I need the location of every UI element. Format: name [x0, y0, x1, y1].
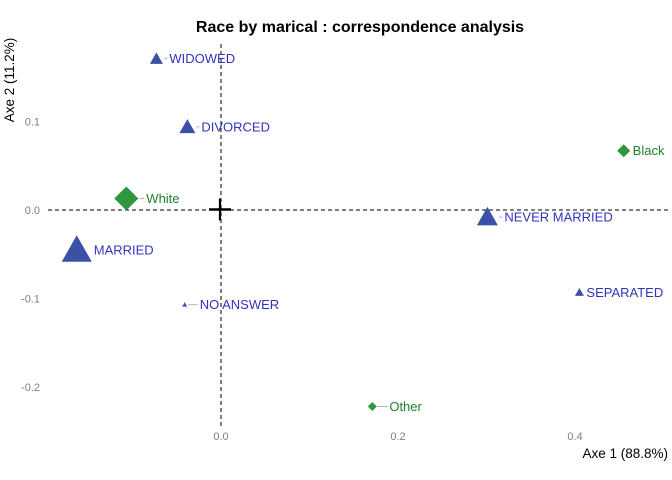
point-white: White — [114, 186, 180, 211]
x-axis-label: Axe 1 (88.8%) — [582, 446, 668, 461]
y-tick-label: 0.0 — [25, 205, 40, 217]
diamond-marker — [367, 401, 377, 411]
point-label-widowed: WIDOWED — [169, 51, 235, 66]
point-label-never-married: NEVER MARRIED — [504, 210, 612, 225]
origin-cross-marker — [209, 198, 231, 221]
point-widowed: WIDOWED — [149, 51, 235, 66]
point-label-married: MARRIED — [94, 242, 154, 257]
triangle-marker — [61, 235, 92, 262]
chart-title: Race by marical : correspondence analysi… — [196, 19, 524, 36]
point-black: Black — [617, 143, 665, 158]
point-label-white: White — [146, 191, 179, 206]
point-label-black: Black — [633, 143, 665, 158]
x-tick-label: 0.2 — [390, 431, 405, 443]
point-label-divorced: DIVORCED — [201, 119, 270, 134]
y-tick-label: -0.1 — [21, 294, 40, 306]
diamond-marker — [617, 144, 631, 158]
point-separated: SEPARATED — [574, 285, 663, 300]
point-no-answer: NO ANSWER — [182, 297, 279, 312]
y-tick-label: 0.1 — [25, 117, 40, 129]
triangle-marker — [179, 119, 196, 134]
point-divorced: DIVORCED — [179, 119, 270, 134]
triangle-marker — [574, 287, 584, 296]
triangle-marker — [182, 302, 188, 307]
x-tick-label: 0.0 — [213, 431, 228, 443]
diamond-marker — [114, 186, 139, 211]
point-label-other: Other — [389, 399, 422, 414]
y-axis-label: Axe 2 (11.2%) — [2, 38, 17, 123]
point-label-separated: SEPARATED — [586, 285, 663, 300]
tick-labels: 0.0 0.2 0.4 0.1 0.0 -0.1 -0.2 — [21, 117, 583, 444]
point-married: MARRIED — [61, 235, 154, 262]
y-tick-label: -0.2 — [21, 382, 40, 394]
x-tick-label: 0.4 — [567, 431, 582, 443]
point-label-no-answer: NO ANSWER — [200, 297, 279, 312]
point-other: Other — [367, 399, 423, 414]
point-never-married: NEVER MARRIED — [476, 206, 613, 226]
triangle-marker — [476, 206, 498, 226]
triangle-marker — [149, 52, 163, 64]
data-points: WIDOWED DIVORCED MARRIED NEVER MARRIED SEPAR… — [61, 51, 665, 414]
